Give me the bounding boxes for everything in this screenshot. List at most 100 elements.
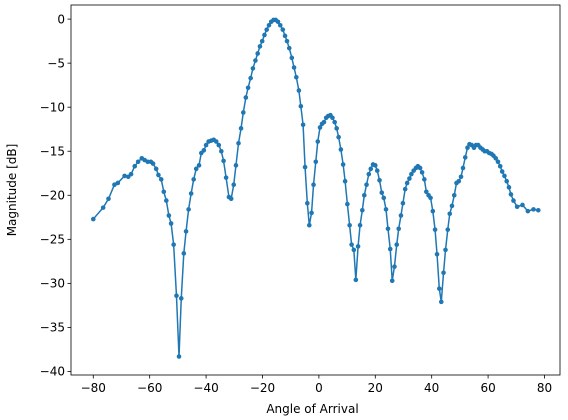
- data-point: [253, 58, 258, 63]
- y-tick-label: −40: [40, 365, 65, 379]
- data-point: [385, 226, 391, 232]
- data-point: [243, 95, 249, 100]
- data-point: [451, 192, 457, 198]
- data-point: [349, 242, 354, 247]
- data-point: [284, 38, 290, 44]
- data-point: [262, 32, 267, 38]
- data-point: [465, 145, 470, 151]
- y-tick-label: 0: [57, 12, 65, 26]
- data-point: [289, 55, 295, 61]
- data-point: [307, 222, 312, 228]
- x-tick-label: −40: [193, 381, 218, 395]
- data-point: [438, 299, 444, 305]
- data-point: [315, 139, 321, 144]
- data-point: [309, 210, 314, 216]
- plot-area: [90, 17, 541, 359]
- data-point: [372, 163, 378, 168]
- data-point: [336, 134, 341, 140]
- data-point: [424, 189, 429, 195]
- data-point: [161, 189, 167, 195]
- data-point: [355, 244, 361, 249]
- data-point: [132, 163, 138, 169]
- data-point: [387, 246, 393, 252]
- data-point: [434, 252, 440, 257]
- data-point: [196, 163, 202, 168]
- data-point: [277, 22, 283, 28]
- data-point: [409, 171, 414, 177]
- data-point: [238, 126, 244, 131]
- data-point: [449, 203, 455, 209]
- data-point: [305, 200, 310, 206]
- data-point: [366, 171, 372, 177]
- data-point: [462, 155, 468, 160]
- data-point: [342, 178, 348, 184]
- data-point: [497, 163, 503, 169]
- data-point: [535, 207, 541, 213]
- data-point: [183, 229, 189, 234]
- data-point: [106, 196, 111, 202]
- data-point: [191, 177, 196, 182]
- data-point: [374, 168, 380, 173]
- data-point: [266, 22, 272, 28]
- data-point: [231, 182, 237, 188]
- x-tick-label: 80: [537, 381, 552, 395]
- data-point: [203, 142, 209, 148]
- data-point: [502, 173, 507, 179]
- data-point: [176, 354, 182, 359]
- data-point: [357, 222, 363, 228]
- data-point: [377, 178, 382, 183]
- data-point: [338, 147, 344, 152]
- y-tick-label: −35: [40, 321, 65, 335]
- data-point: [201, 148, 207, 153]
- data-point: [520, 202, 525, 208]
- x-tick-label: 0: [315, 381, 323, 395]
- data-point: [112, 182, 117, 188]
- data-point: [396, 226, 401, 232]
- data-point: [115, 180, 121, 186]
- data-point: [531, 207, 536, 212]
- data-point: [493, 155, 499, 161]
- data-point: [100, 205, 106, 210]
- data-point: [296, 88, 302, 93]
- data-point: [392, 264, 397, 269]
- y-tick-label: −30: [40, 277, 65, 291]
- data-point: [511, 198, 516, 203]
- data-point: [282, 33, 288, 39]
- data-point: [402, 186, 408, 192]
- y-axis: 0 −5 −10 −15 −20 −25 −30 −35 −40: [40, 12, 71, 379]
- x-axis-label: Angle of Arrival: [266, 402, 358, 416]
- data-point: [417, 165, 423, 171]
- data-point: [181, 251, 187, 256]
- data-point: [298, 104, 304, 109]
- data-point: [499, 169, 505, 174]
- data-point: [219, 148, 224, 154]
- data-point: [158, 177, 164, 182]
- y-tick-label: −20: [40, 188, 65, 202]
- data-point: [257, 44, 263, 49]
- data-point: [213, 139, 219, 144]
- data-point: [186, 207, 191, 212]
- data-point: [332, 119, 337, 125]
- x-tick-label: −20: [250, 381, 275, 395]
- data-point: [443, 247, 448, 253]
- data-point: [291, 65, 297, 70]
- data-point: [353, 277, 359, 283]
- data-point: [166, 213, 172, 218]
- x-tick-label: −60: [137, 381, 162, 395]
- data-point: [447, 211, 453, 217]
- data-point: [122, 173, 127, 179]
- data-point: [193, 166, 199, 172]
- data-point: [300, 122, 306, 128]
- data-point: [255, 51, 260, 56]
- data-point: [264, 27, 270, 32]
- data-point: [280, 27, 286, 32]
- data-point: [495, 159, 501, 165]
- data-point: [313, 159, 319, 165]
- x-tick-label: 40: [424, 381, 439, 395]
- data-point: [383, 207, 389, 212]
- data-point: [168, 221, 174, 226]
- data-point: [302, 164, 308, 170]
- data-point: [364, 182, 369, 188]
- data-point: [178, 296, 184, 301]
